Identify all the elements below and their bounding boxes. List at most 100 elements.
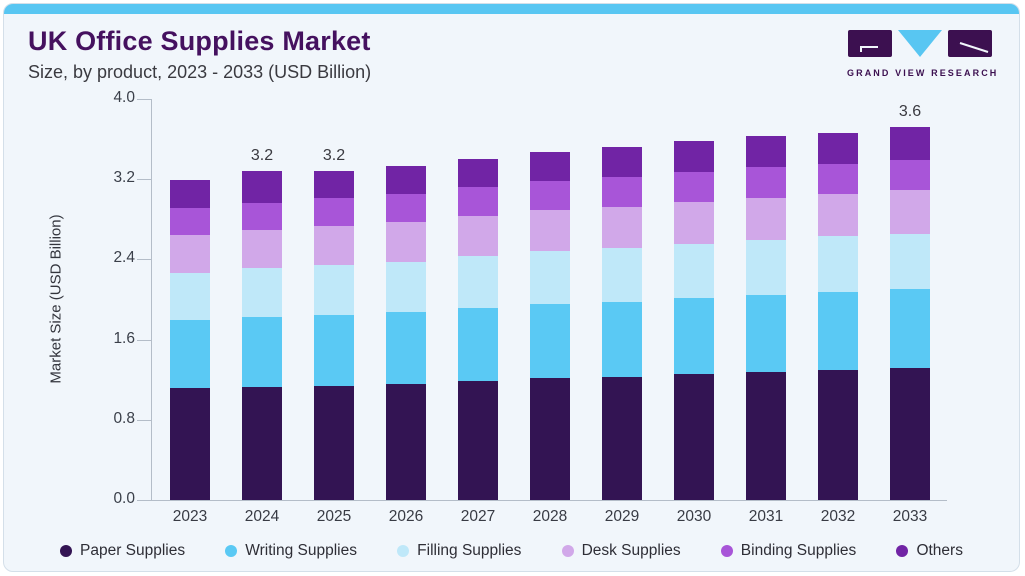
bar-segment-filling-supplies [818,236,858,292]
gvr-logo-icon [848,30,992,57]
bar-segment-binding-supplies [746,167,786,198]
bar-segment-writing-supplies [890,289,930,368]
y-axis-title: Market Size (USD Billion) [47,214,65,384]
bar-segment-writing-supplies [602,302,642,377]
bar-segment-paper-supplies [746,372,786,500]
legend-label: Paper Supplies [80,542,186,559]
bar-segment-writing-supplies [746,295,786,372]
y-tick-label: 1.6 [113,329,135,347]
x-tick-label: 2026 [388,508,424,525]
legend-item-binding-supplies: Binding Supplies [720,542,856,560]
chart-subtitle: Size, by product, 2023 - 2033 (USD Billi… [28,62,372,82]
bar-segment-others [458,159,498,187]
legend-dot-icon [896,545,909,557]
bar-segment-others [674,141,714,172]
bar-segment-desk-supplies [890,190,930,234]
bar-segment-paper-supplies [458,381,498,500]
bar-segment-writing-supplies [458,308,498,381]
y-tick-label: 3.2 [113,169,135,187]
bar-segment-paper-supplies [530,378,570,500]
x-tick-label: 2028 [532,508,568,525]
bar-total-label: 3.2 [250,147,274,164]
gvr-logo-text: GRAND VIEW RESEARCH [847,68,999,78]
bar-segment-desk-supplies [746,198,786,240]
y-tick-label: 0.0 [113,490,135,507]
y-tick-label: 2.4 [113,249,135,267]
x-tick-label: 2029 [604,508,640,525]
bar-segment-others [890,127,930,160]
bar-segment-desk-supplies [530,210,570,251]
legend-item-others: Others [896,542,963,560]
x-tick-label: 2027 [460,508,496,525]
bar-segment-writing-supplies [530,304,570,378]
y-tick-mark [137,99,151,100]
bar-segment-others [314,171,354,198]
bar-segment-paper-supplies [674,374,714,500]
bar-segment-writing-supplies [674,298,714,374]
bar-segment-binding-supplies [170,208,210,235]
legend-label: Writing Supplies [245,542,357,559]
bar-segment-paper-supplies [386,384,426,500]
y-axis-line [151,99,152,500]
y-tick-mark [137,339,151,341]
bar-segment-binding-supplies [314,198,354,226]
legend-dot-icon [60,545,72,557]
legend-dot-icon [397,545,410,557]
bar-segment-writing-supplies [242,317,282,387]
chart-title: UK Office Supplies Market [28,26,371,56]
bar-segment-binding-supplies [530,181,570,210]
top-accent-strip [4,4,1019,14]
legend-item-paper-supplies: Paper Supplies [60,542,185,560]
bar-segment-filling-supplies [746,240,786,295]
bar-segment-desk-supplies [242,230,282,268]
bar-segment-filling-supplies [602,248,642,302]
bar-segment-filling-supplies [890,234,930,289]
bar-segment-paper-supplies [818,370,858,500]
y-tick-mark [137,500,151,501]
bar-segment-filling-supplies [314,265,354,315]
bar-segment-binding-supplies [890,160,930,190]
legend-label: Desk Supplies [581,542,681,559]
bar-segment-filling-supplies [386,262,426,312]
legend-label: Filling Supplies [417,542,522,559]
bar-segment-filling-supplies [170,273,210,320]
x-tick-label: 2023 [172,508,208,525]
bar-segment-paper-supplies [170,388,210,500]
bar-segment-paper-supplies [890,368,930,500]
bar-segment-paper-supplies [242,387,282,500]
legend-dot-icon [561,545,574,557]
bar-segment-paper-supplies [602,377,642,500]
legend-dot-icon [720,545,733,557]
bar-segment-others [602,147,642,177]
x-tick-label: 2024 [244,508,280,525]
x-tick-label: 2032 [820,508,856,525]
bar-segment-others [170,180,210,208]
bar-segment-binding-supplies [818,164,858,194]
bar-segment-filling-supplies [242,268,282,317]
x-tick-label: 2033 [892,508,928,525]
chart-card: UK Office Supplies Market Size, by produ… [3,3,1020,572]
legend-item-desk-supplies: Desk Supplies [561,542,681,560]
bar-segment-others [818,133,858,164]
x-tick-label: 2025 [316,508,352,525]
bar-segment-filling-supplies [458,256,498,308]
bar-segment-writing-supplies [386,312,426,384]
bar-segment-filling-supplies [674,244,714,298]
bar-segment-others [242,171,282,203]
bar-segment-desk-supplies [458,216,498,256]
legend: Paper Supplies Writing Supplies Filling Su… [60,542,963,560]
bar-segment-desk-supplies [674,202,714,244]
grand-view-research-logo: GRAND VIEW RESEARCH [847,30,999,78]
y-tick-mark [137,419,151,421]
bar-segment-desk-supplies [170,235,210,273]
x-axis-line [137,500,947,501]
bar-segment-others [530,152,570,181]
bar-segment-writing-supplies [314,315,354,386]
bar-segment-binding-supplies [242,203,282,230]
bar-segment-others [386,166,426,194]
y-tick-label: 0.8 [113,409,135,427]
bar-segment-writing-supplies [818,292,858,370]
bar-total-label: 3.2 [322,147,346,164]
bar-segment-binding-supplies [602,177,642,207]
